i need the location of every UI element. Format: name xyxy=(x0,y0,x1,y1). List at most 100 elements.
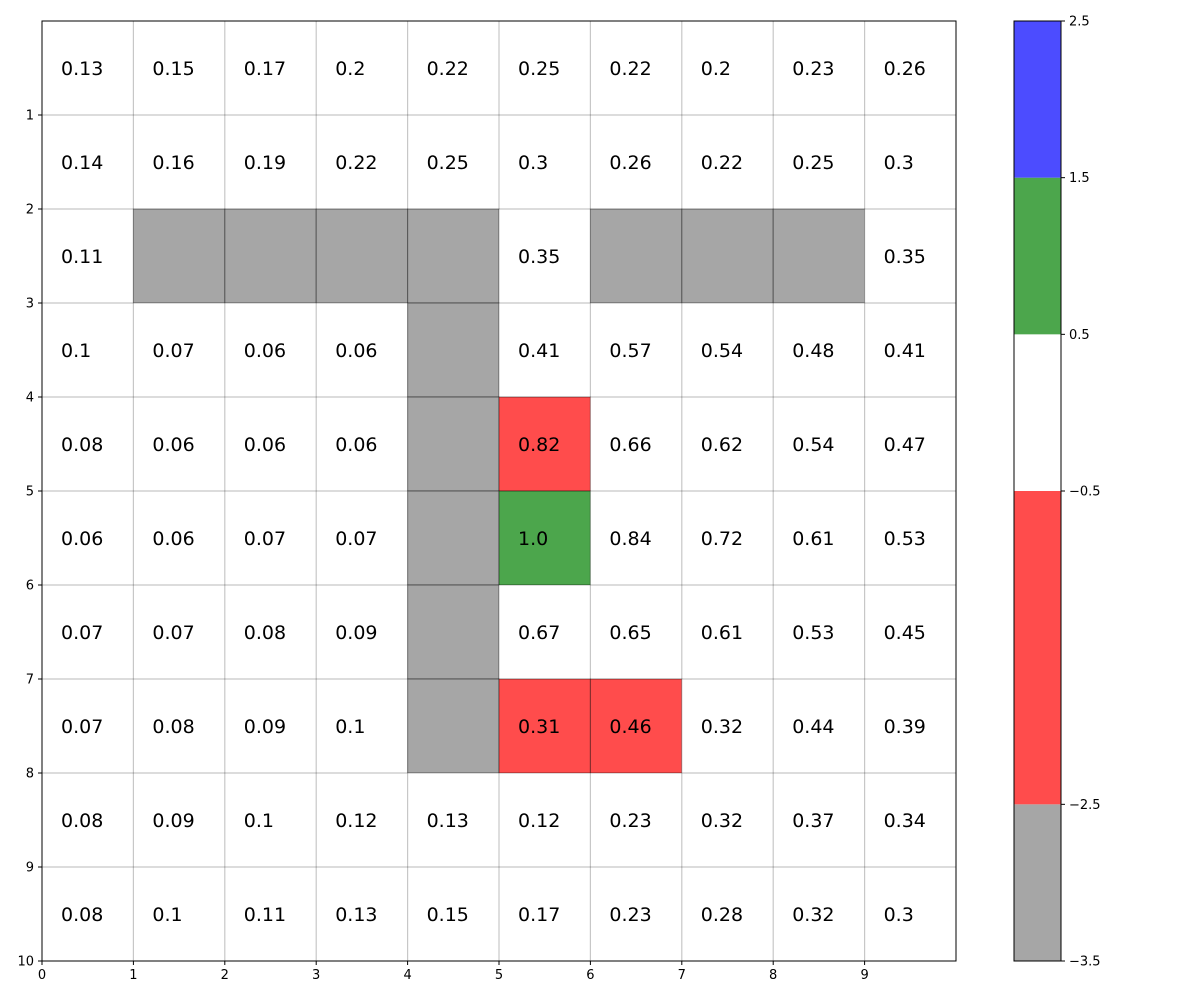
y-axis-ticks: 1 2 3 4 5 6 7 8 9 10 xyxy=(17,109,42,970)
heatmap-cell-r7-c6 xyxy=(589,678,683,774)
cell-label-r8-c0: 0.08 xyxy=(61,810,103,832)
cell-label-r4-c0: 0.08 xyxy=(61,434,103,456)
heatmap-cell-r8-c6 xyxy=(590,773,682,867)
cell-label-r9-c6: 0.23 xyxy=(609,904,651,926)
cell-label-r1-c3: 0.22 xyxy=(335,152,377,174)
heatmap-cell-r6-c9 xyxy=(864,585,956,679)
x-tick-label-7: 7 xyxy=(678,968,686,983)
cell-label-r8-c1: 0.09 xyxy=(152,810,194,832)
heatmap-cell-r9-c9 xyxy=(864,867,956,961)
cell-label-r1-c0: 0.14 xyxy=(61,152,103,174)
cell-label-r9-c5: 0.17 xyxy=(518,904,560,926)
cell-label-r7-c3: 0.1 xyxy=(335,716,365,738)
colorbar-segment-0 xyxy=(1014,804,1061,961)
heatmap-cell-r7-c8 xyxy=(773,679,865,773)
cell-label-r9-c9: 0.3 xyxy=(884,904,914,926)
heatmap-cell-r2-c5 xyxy=(499,209,591,303)
heatmap-cell-r8-c7 xyxy=(681,773,774,867)
heatmap-cell-r7-c7 xyxy=(681,679,774,773)
cell-label-r0-c8: 0.23 xyxy=(792,58,834,80)
heatmap-cell-r1-c2 xyxy=(224,115,317,209)
x-tick-label-1: 1 xyxy=(129,968,137,983)
y-tick-label-6: 6 xyxy=(26,579,34,594)
y-tick-label-1: 1 xyxy=(26,109,34,124)
cell-label-r3-c3: 0.06 xyxy=(335,340,377,362)
colorbar-tick-label-2: −0.5 xyxy=(1069,485,1101,500)
cell-label-r7-c2: 0.09 xyxy=(244,716,286,738)
cell-label-r5-c5: 1.0 xyxy=(518,528,548,550)
heatmap-cell-r8-c4 xyxy=(407,773,499,867)
cell-label-r0-c2: 0.17 xyxy=(244,58,286,80)
x-tick-label-5: 5 xyxy=(495,968,503,983)
cell-labels: 0.13 0.15 0.17 0.2 0.22 0.25 0.22 0.2 0.23 0.26 0.… xyxy=(61,58,926,926)
heatmap-cell-r1-c9 xyxy=(864,115,956,209)
heatmap-cell-r5-c5 xyxy=(498,490,591,586)
heatmap-cell-r8-c8 xyxy=(773,773,865,867)
cell-label-r9-c8: 0.32 xyxy=(792,904,834,926)
cell-label-r7-c1: 0.08 xyxy=(152,716,194,738)
heatmap-cell-r9-c3 xyxy=(316,867,408,961)
cell-label-r3-c5: 0.41 xyxy=(518,340,560,362)
cell-label-r6-c7: 0.61 xyxy=(701,622,743,644)
heatmap-cell-r5-c9 xyxy=(864,491,956,585)
heatmap-cell-r3-c8 xyxy=(773,303,865,397)
y-tick-label-3: 3 xyxy=(26,297,34,312)
cell-label-r4-c5: 0.82 xyxy=(518,434,560,456)
cell-label-r8-c6: 0.23 xyxy=(609,810,651,832)
heatmap-cell-r9-c1 xyxy=(133,867,225,961)
heatmap-cell-r3-c4 xyxy=(407,302,500,398)
cell-label-r5-c3: 0.07 xyxy=(335,528,377,550)
cell-label-r1-c9: 0.3 xyxy=(884,152,914,174)
cell-label-r1-c6: 0.26 xyxy=(609,152,651,174)
heatmap-cell-r6-c1 xyxy=(133,585,225,679)
cell-label-r0-c6: 0.22 xyxy=(609,58,651,80)
heatmap-cell-r0-c8 xyxy=(773,21,865,115)
heatmap-cell-r6-c4 xyxy=(407,584,500,680)
heatmap-cell-r0-c3 xyxy=(316,21,408,115)
heatmap-cell-r6-c5 xyxy=(499,585,591,679)
heatmap-cell-r1-c4 xyxy=(407,115,499,209)
heatmap-cell-r7-c0 xyxy=(42,679,134,773)
cell-label-r7-c5: 0.31 xyxy=(518,716,560,738)
cell-label-r3-c8: 0.48 xyxy=(792,340,834,362)
heatmap-cell-r6-c3 xyxy=(316,585,408,679)
heatmap-cell-r7-c1 xyxy=(133,679,225,773)
heatmap-cell-r9-c5 xyxy=(499,867,591,961)
heatmap-cell-r1-c1 xyxy=(133,115,225,209)
cell-label-r4-c2: 0.06 xyxy=(244,434,286,456)
cell-label-r8-c7: 0.32 xyxy=(701,810,743,832)
cell-label-r7-c7: 0.32 xyxy=(701,716,743,738)
cell-label-r2-c9: 0.35 xyxy=(884,246,926,268)
heatmap-cell-r4-c4 xyxy=(407,396,500,492)
heatmap-cell-r6-c7 xyxy=(681,585,774,679)
cell-label-r4-c7: 0.62 xyxy=(701,434,743,456)
heatmap-cell-r3-c9 xyxy=(864,303,956,397)
cell-label-r6-c9: 0.45 xyxy=(884,622,926,644)
heatmap-cell-r4-c7 xyxy=(681,397,774,491)
heatmap-cell-r7-c9 xyxy=(864,679,956,773)
heatmap-cell-r6-c6 xyxy=(590,585,682,679)
cell-label-r6-c8: 0.53 xyxy=(792,622,834,644)
heatmap-cell-r9-c2 xyxy=(224,867,317,961)
cell-label-r8-c5: 0.12 xyxy=(518,810,560,832)
heatmap-cell-r1-c7 xyxy=(681,115,774,209)
colorbar-segment-2 xyxy=(1014,334,1061,491)
cell-label-r3-c0: 0.1 xyxy=(61,340,91,362)
cell-label-r0-c7: 0.2 xyxy=(701,58,731,80)
heatmap-cell-r9-c4 xyxy=(407,867,499,961)
cell-label-r0-c0: 0.13 xyxy=(61,58,103,80)
x-tick-label-4: 4 xyxy=(403,968,411,983)
cell-label-r0-c3: 0.2 xyxy=(335,58,365,80)
heatmap-cell-r2-c4 xyxy=(407,208,500,304)
heatmap-cell-r9-c0 xyxy=(42,867,134,961)
cell-label-r2-c5: 0.35 xyxy=(518,246,560,268)
cell-label-r1-c7: 0.22 xyxy=(701,152,743,174)
heatmap-cell-r3-c5 xyxy=(499,303,591,397)
cell-label-r3-c7: 0.54 xyxy=(701,340,743,362)
cell-label-r7-c0: 0.07 xyxy=(61,716,103,738)
heatmap-cell-r8-c5 xyxy=(499,773,591,867)
y-tick-label-8: 8 xyxy=(26,767,34,782)
heatmap-cell-r9-c6 xyxy=(590,867,682,961)
cell-label-r4-c6: 0.66 xyxy=(609,434,651,456)
cell-label-r6-c6: 0.65 xyxy=(609,622,651,644)
